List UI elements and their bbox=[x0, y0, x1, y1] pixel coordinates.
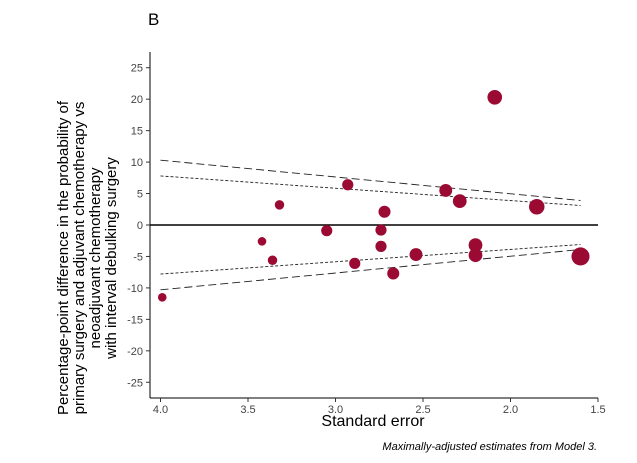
short-dash-funnel-line bbox=[160, 175, 581, 206]
data-point bbox=[487, 89, 503, 105]
data-points bbox=[157, 89, 590, 302]
x-tick-label: 3.0 bbox=[328, 404, 343, 416]
y-tick-label: 15 bbox=[131, 126, 143, 138]
data-point bbox=[342, 179, 354, 191]
y-tick-label: -5 bbox=[133, 251, 143, 263]
data-point bbox=[375, 240, 387, 252]
y-tick-label: 0 bbox=[137, 220, 143, 232]
data-point bbox=[468, 248, 483, 263]
data-point bbox=[157, 293, 167, 302]
data-point bbox=[274, 200, 285, 210]
data-point bbox=[529, 199, 545, 215]
long-dash-funnel-line bbox=[160, 159, 581, 201]
short-dash-funnel-line bbox=[160, 244, 581, 275]
data-point bbox=[257, 237, 267, 246]
data-point bbox=[267, 255, 278, 265]
x-tick-label: 1.5 bbox=[590, 404, 605, 416]
y-tick-label: -25 bbox=[127, 377, 143, 389]
data-point bbox=[378, 205, 391, 218]
x-axis: 4.0 3.5 3.0 2.5 2.0 1.5 bbox=[150, 397, 606, 416]
x-tick-label: 3.5 bbox=[240, 404, 255, 416]
y-tick-label: -15 bbox=[127, 314, 143, 326]
data-point bbox=[387, 267, 400, 280]
x-tick-label: 2.0 bbox=[503, 404, 518, 416]
data-point bbox=[409, 248, 423, 262]
data-point bbox=[439, 183, 453, 197]
data-point bbox=[468, 238, 483, 253]
y-tick-label: -20 bbox=[127, 346, 143, 358]
x-tick-label: 2.5 bbox=[415, 404, 430, 416]
panel-label: B bbox=[148, 10, 160, 29]
data-point bbox=[571, 247, 590, 266]
data-point bbox=[452, 194, 467, 208]
y-tick-label: 20 bbox=[131, 94, 143, 106]
data-point bbox=[349, 257, 361, 269]
y-tick-label: 5 bbox=[137, 189, 143, 201]
y-tick-label: 25 bbox=[131, 63, 143, 75]
y-axis: 25 20 15 10 5 0 -5 -10 -15 -20 -25 bbox=[127, 52, 151, 398]
funnel-lines bbox=[160, 159, 581, 291]
x-axis-label: Standard error bbox=[321, 413, 425, 430]
x-tick-label: 4.0 bbox=[153, 404, 168, 416]
caption: Maximally-adjusted estimates from Model … bbox=[382, 441, 597, 453]
data-point bbox=[375, 224, 387, 236]
y-tick-label: 10 bbox=[131, 157, 143, 169]
long-dash-funnel-line bbox=[160, 249, 581, 291]
data-point bbox=[321, 225, 333, 237]
y-tick-label: -10 bbox=[127, 283, 143, 295]
